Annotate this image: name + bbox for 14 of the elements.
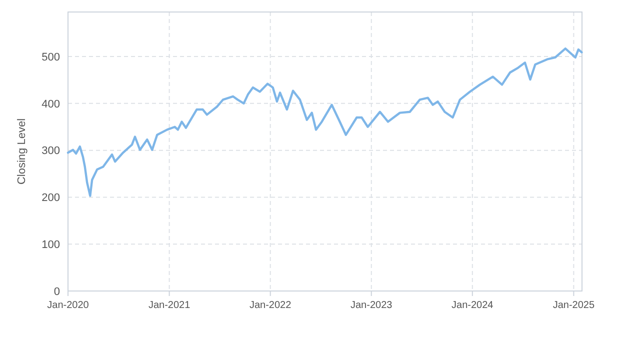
y-tick-label: 200	[42, 192, 60, 204]
y-tick-label: 400	[42, 98, 60, 110]
y-tick-label: 500	[42, 51, 60, 64]
x-tick-label: Jan-2021	[148, 300, 191, 311]
x-tick-label: Jan-2023	[350, 300, 393, 311]
line-series	[66, 47, 583, 197]
x-tick-label: Jan-2024	[452, 300, 494, 311]
x-tick-label: Jan-2025	[552, 300, 595, 311]
y-tick-label: 0	[54, 286, 60, 298]
y-tick-label: 100	[42, 238, 60, 251]
y-axis-title: Closing Level	[16, 118, 28, 185]
x-tick-label: Jan-2022	[249, 300, 292, 311]
y-tick-label: 300	[42, 145, 60, 158]
x-tick-label: Jan-2020	[47, 300, 90, 311]
